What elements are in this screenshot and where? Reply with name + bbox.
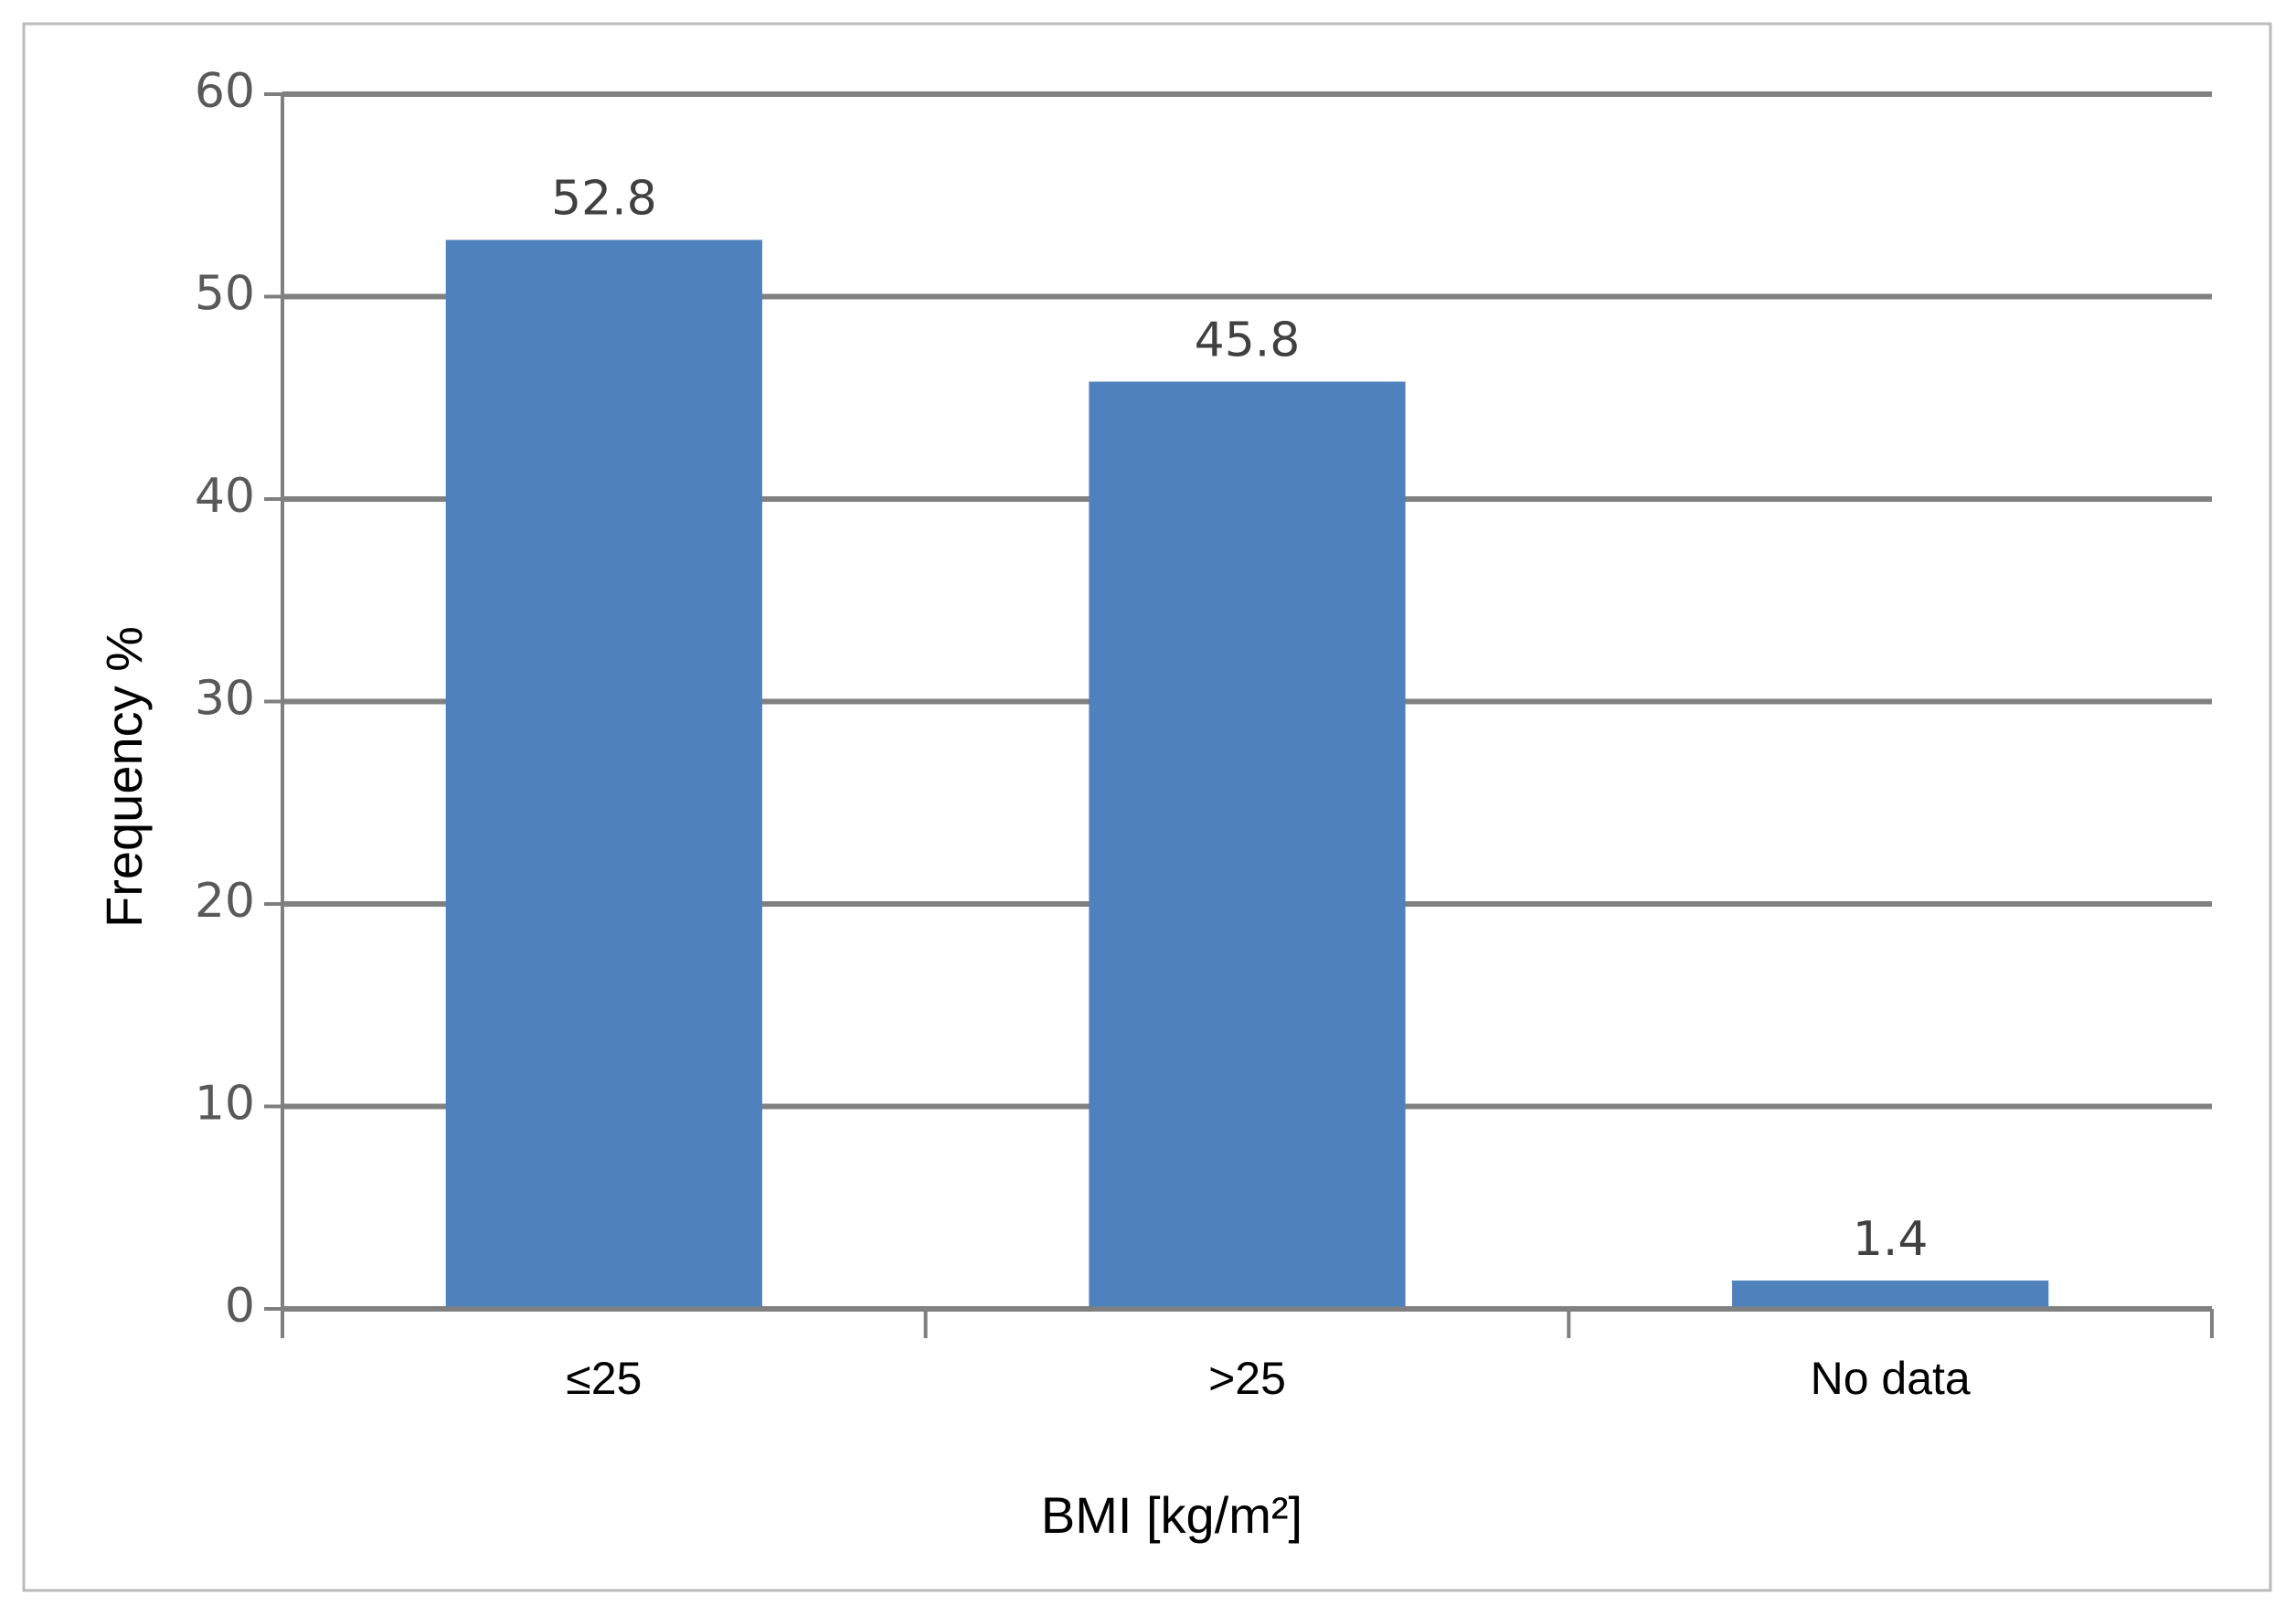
y-tick-label: 60 [195, 64, 255, 119]
y-tick-label: 0 [225, 1279, 255, 1334]
x-tick-label: >25 [1208, 1353, 1286, 1404]
y-tick-label: 10 [195, 1077, 255, 1132]
data-label: 52.8 [551, 171, 657, 226]
y-tick-label: 50 [195, 267, 255, 322]
data-label: 1.4 [1853, 1212, 1929, 1267]
y-tick-label: 40 [195, 469, 255, 524]
x-axis-label: BMI [kg/m²] [1041, 1486, 1302, 1544]
bar [445, 239, 762, 1310]
x-tick-label: ≤25 [566, 1353, 642, 1404]
bar [1089, 381, 1406, 1309]
data-label: 45.8 [1195, 314, 1301, 368]
bar [1732, 1280, 2049, 1309]
y-tick-label: 30 [195, 672, 255, 727]
x-tick-label: No data [1811, 1353, 1971, 1404]
y-tick-label: 20 [195, 874, 255, 929]
y-axis-label: Frequency % [95, 626, 153, 928]
